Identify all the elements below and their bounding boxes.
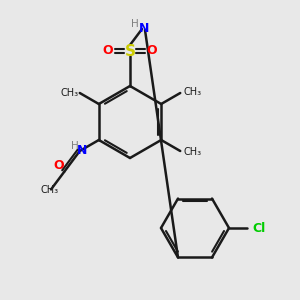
Text: CH₃: CH₃ (184, 147, 202, 157)
Text: N: N (139, 22, 149, 35)
Text: H: H (71, 141, 79, 151)
Text: O: O (147, 44, 157, 58)
Text: N: N (76, 145, 87, 158)
Text: S: S (124, 44, 136, 59)
Text: O: O (53, 159, 64, 172)
Text: CH₃: CH₃ (184, 87, 202, 97)
Text: O: O (103, 44, 113, 58)
Text: CH₃: CH₃ (61, 88, 79, 98)
Text: CH₃: CH₃ (41, 185, 59, 195)
Text: Cl: Cl (252, 221, 265, 235)
Text: H: H (131, 19, 139, 29)
